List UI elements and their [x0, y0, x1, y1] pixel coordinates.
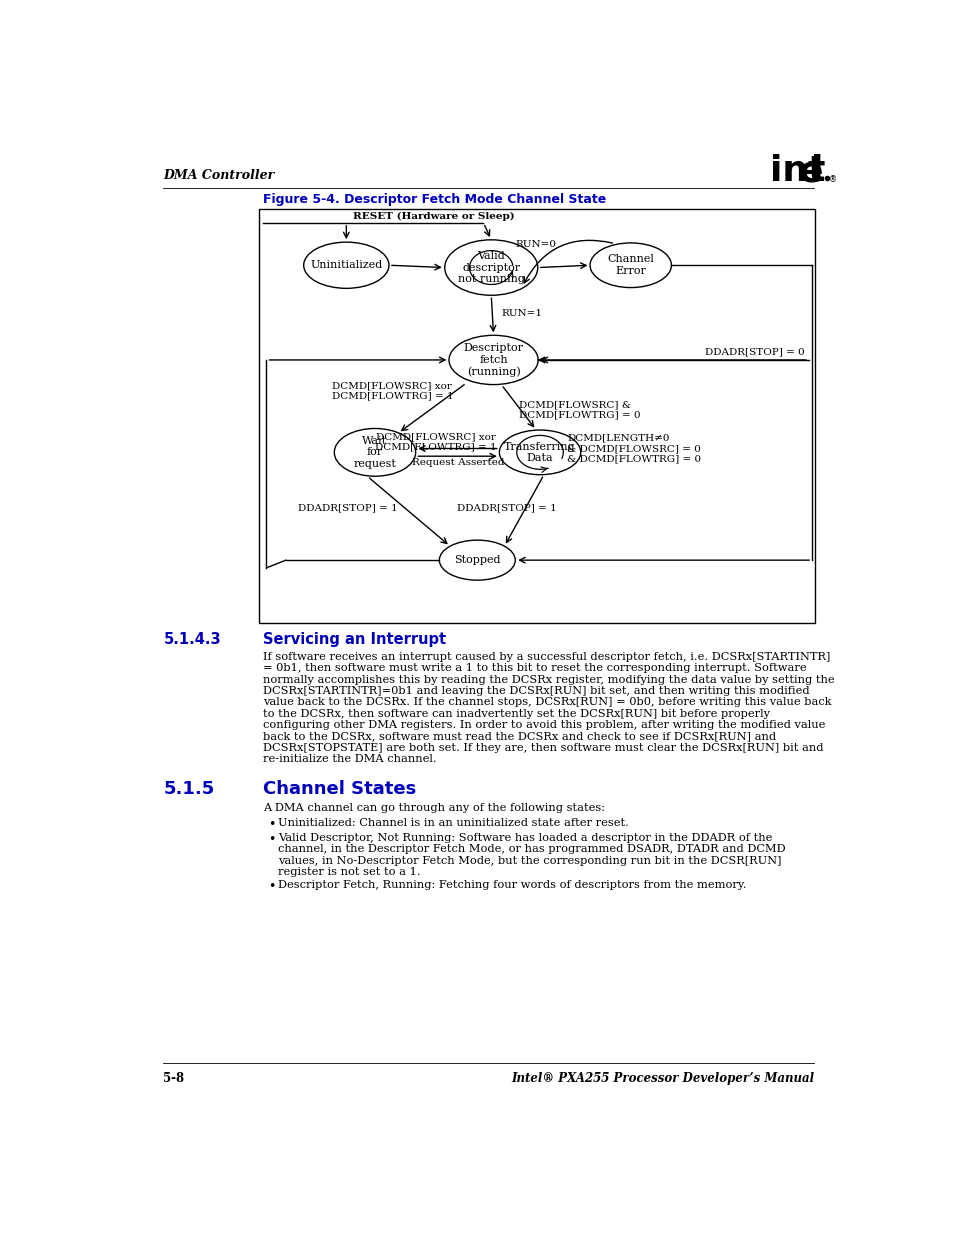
Text: Intel® PXA255 Processor Developer’s Manual: Intel® PXA255 Processor Developer’s Manu… — [511, 1072, 814, 1086]
Text: RESET (Hardware or Sleep): RESET (Hardware or Sleep) — [353, 212, 514, 221]
Text: e: e — [798, 154, 822, 188]
Text: DCMD[FLOWSRC] &
DCMD[FLOWTRG] = 0: DCMD[FLOWSRC] & DCMD[FLOWTRG] = 0 — [518, 400, 640, 420]
Text: Channel
Error: Channel Error — [607, 254, 654, 277]
Text: l: l — [810, 154, 822, 188]
Text: A DMA channel can go through any of the following states:: A DMA channel can go through any of the … — [262, 803, 604, 813]
Text: channel, in the Descriptor Fetch Mode, or has programmed DSADR, DTADR and DCMD: channel, in the Descriptor Fetch Mode, o… — [278, 845, 785, 855]
Text: = 0b1, then software must write a 1 to this bit to reset the corresponding inter: = 0b1, then software must write a 1 to t… — [262, 663, 805, 673]
Text: DCSRx[STARTINTR]=0b1 and leaving the DCSRx[RUN] bit set, and then writing this m: DCSRx[STARTINTR]=0b1 and leaving the DCS… — [262, 685, 808, 697]
Text: Servicing an Interrupt: Servicing an Interrupt — [262, 632, 445, 647]
Text: DCMD[FLOWSRC] xor
DCMD[FLOWTRG] = 1: DCMD[FLOWSRC] xor DCMD[FLOWTRG] = 1 — [332, 382, 454, 400]
Text: to the DCSRx, then software can inadvertently set the DCSRx[RUN] bit before prop: to the DCSRx, then software can inadvert… — [262, 709, 769, 719]
Text: 5-8: 5-8 — [163, 1072, 184, 1086]
Text: value back to the DCSRx. If the channel stops, DCSRx[RUN] = 0b0, before writing : value back to the DCSRx. If the channel … — [262, 698, 830, 708]
Text: Uninitialized: Channel is in an uninitialized state after reset.: Uninitialized: Channel is in an uninitia… — [278, 818, 628, 829]
Text: Descriptor
fetch
(running): Descriptor fetch (running) — [463, 343, 523, 377]
Text: Transferring
Data: Transferring Data — [504, 442, 576, 463]
Text: •: • — [268, 879, 275, 893]
Text: int: int — [769, 154, 825, 188]
Text: RUN=1: RUN=1 — [500, 309, 541, 319]
Text: DCMD[LENGTH≠0
& DCMD[FLOWSRC] = 0
& DCMD[FLOWTRG] = 0: DCMD[LENGTH≠0 & DCMD[FLOWSRC] = 0 & DCMD… — [567, 433, 700, 463]
Text: DCMD[FLOWSRC] xor
DCMD[FLOWTRG] = 1: DCMD[FLOWSRC] xor DCMD[FLOWTRG] = 1 — [375, 432, 496, 451]
Text: If software receives an interrupt caused by a successful descriptor fetch, i.e. : If software receives an interrupt caused… — [262, 652, 829, 662]
Text: Descriptor Fetch, Running: Fetching four words of descriptors from the memory.: Descriptor Fetch, Running: Fetching four… — [278, 879, 746, 890]
Text: Uninitialized: Uninitialized — [310, 261, 382, 270]
Text: 5.1.4.3: 5.1.4.3 — [163, 632, 221, 647]
Text: Valid Descriptor, Not Running: Software has loaded a descriptor in the DDADR of : Valid Descriptor, Not Running: Software … — [278, 832, 772, 842]
Text: Channel States: Channel States — [262, 779, 416, 798]
Text: Request Asserted: Request Asserted — [412, 458, 503, 467]
Text: DDADR[STOP] = 0: DDADR[STOP] = 0 — [704, 348, 804, 357]
Text: normally accomplishes this by reading the DCSRx register, modifying the data val: normally accomplishes this by reading th… — [262, 674, 833, 684]
Text: DDADR[STOP] = 1: DDADR[STOP] = 1 — [456, 504, 556, 513]
Text: re-initialize the DMA channel.: re-initialize the DMA channel. — [262, 755, 436, 764]
Text: ®: ® — [828, 175, 837, 184]
Text: register is not set to a 1.: register is not set to a 1. — [278, 867, 420, 877]
Text: Figure 5-4. Descriptor Fetch Mode Channel State: Figure 5-4. Descriptor Fetch Mode Channe… — [262, 194, 605, 206]
Text: Stopped: Stopped — [454, 556, 500, 566]
Text: DMA Controller: DMA Controller — [163, 169, 274, 182]
Text: RUN=0: RUN=0 — [515, 240, 556, 249]
Text: DDADR[STOP] = 1: DDADR[STOP] = 1 — [297, 504, 397, 513]
Text: •: • — [268, 832, 275, 846]
Text: 5.1.5: 5.1.5 — [163, 779, 214, 798]
Text: DCSRx[STOPSTATE] are both set. If they are, then software must clear the DCSRx[R: DCSRx[STOPSTATE] are both set. If they a… — [262, 743, 822, 753]
Text: configuring other DMA registers. In order to avoid this problem, after writing t: configuring other DMA registers. In orde… — [262, 720, 824, 730]
Text: back to the DCSRx, software must read the DCSRx and check to see if DCSRx[RUN] a: back to the DCSRx, software must read th… — [262, 731, 775, 741]
Text: •: • — [268, 818, 275, 831]
Text: Valid
descriptor
not running: Valid descriptor not running — [457, 251, 524, 284]
Text: values, in No-Descriptor Fetch Mode, but the corresponding run bit in the DCSR[R: values, in No-Descriptor Fetch Mode, but… — [278, 856, 781, 866]
Bar — [258, 209, 815, 624]
Text: Wait
for
request: Wait for request — [354, 436, 396, 469]
